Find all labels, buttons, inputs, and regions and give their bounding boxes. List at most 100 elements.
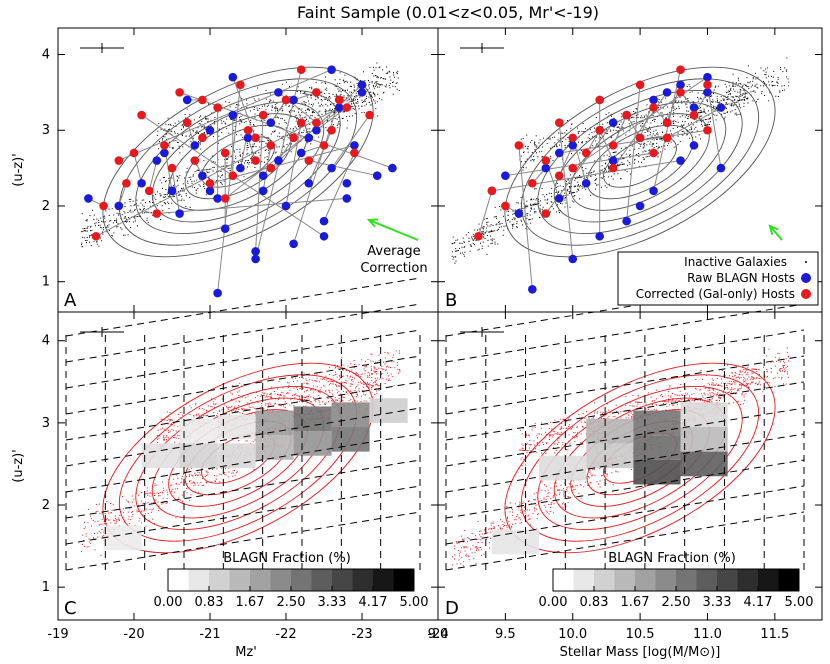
inactive-galaxy-dot [746,85,748,87]
inactive-galaxy-dot [454,250,456,252]
inactive-galaxy-dot [777,85,779,87]
inactive-galaxy-dot [307,108,308,110]
inactive-galaxy-dot [366,95,367,97]
inactive-galaxy-dot [626,171,628,173]
inactive-galaxy-dot [167,422,169,424]
inactive-galaxy-dot [567,145,569,147]
inactive-galaxy-dot [368,373,370,375]
inactive-galaxy-dot [330,110,332,111]
inactive-galaxy-dot [235,155,237,157]
inactive-galaxy-dot [165,203,166,205]
inactive-galaxy-dot [124,216,126,217]
inactive-galaxy-dot [662,115,664,117]
inactive-galaxy-dot [322,105,324,107]
inactive-galaxy-dot [141,210,143,212]
inactive-galaxy-dot [384,85,386,87]
inactive-galaxy-dot [673,120,675,122]
inactive-galaxy-dot [81,534,83,536]
inactive-galaxy-dot [295,127,297,129]
inactive-galaxy-dot [167,129,169,131]
inactive-galaxy-dot [368,384,369,386]
inactive-galaxy-dot [148,211,150,213]
inactive-galaxy-dot [170,419,172,421]
inactive-galaxy-dot [165,194,167,195]
inactive-galaxy-dot [367,359,369,361]
inactive-galaxy-dot [673,122,674,124]
inactive-galaxy-dot [388,375,390,377]
inactive-galaxy-dot [692,131,694,133]
inactive-galaxy-dot [114,515,116,517]
inactive-galaxy-dot [749,81,751,83]
inactive-galaxy-dot [539,139,541,141]
inactive-galaxy-dot [765,77,767,79]
inactive-galaxy-dot [237,104,239,106]
inactive-galaxy-dot [499,526,501,528]
inactive-galaxy-dot [339,378,341,380]
inactive-galaxy-dot [314,389,316,391]
inactive-galaxy-dot [349,85,351,87]
inactive-galaxy-dot [555,186,557,188]
inactive-galaxy-dot [343,110,345,112]
inactive-galaxy-dot [593,170,595,172]
inactive-galaxy-dot [477,520,479,522]
inactive-galaxy-dot [707,123,709,125]
inactive-galaxy-dot [541,188,543,189]
inactive-galaxy-dot [172,196,174,197]
inactive-galaxy-dot [507,518,508,520]
inactive-galaxy-dot [81,242,83,244]
inactive-galaxy-dot [739,83,741,84]
inactive-galaxy-dot [604,130,606,132]
inactive-galaxy-dot [296,116,298,118]
inactive-galaxy-dot [178,177,180,179]
inactive-galaxy-dot [86,230,88,232]
inactive-galaxy-dot [300,92,302,94]
inactive-galaxy-dot [319,401,321,403]
inactive-galaxy-dot [633,121,635,123]
inactive-galaxy-dot [174,122,176,124]
inactive-galaxy-dot [246,149,248,151]
inactive-galaxy-dot [747,372,749,374]
inactive-galaxy-dot [564,145,566,146]
inactive-galaxy-dot [386,378,388,380]
inactive-galaxy-dot [172,148,174,149]
inactive-galaxy-dot [282,392,284,394]
inactive-galaxy-dot [335,384,337,385]
inactive-galaxy-dot [734,109,736,111]
inactive-galaxy-dot [101,518,103,520]
inactive-galaxy-dot [646,129,648,131]
inactive-galaxy-dot [529,210,531,212]
inactive-galaxy-dot [736,96,738,98]
inactive-galaxy-dot [343,396,345,398]
inactive-galaxy-dot [342,80,344,82]
inactive-galaxy-dot [160,428,162,430]
inactive-galaxy-dot [534,145,536,147]
inactive-galaxy-dot [548,192,550,194]
inactive-galaxy-dot [703,392,705,394]
inactive-galaxy-dot [310,97,312,99]
inactive-galaxy-dot [270,396,272,398]
inactive-galaxy-dot [213,136,214,138]
inactive-galaxy-dot [747,374,749,376]
inactive-galaxy-dot [677,135,679,137]
inactive-galaxy-dot [182,475,184,477]
inactive-galaxy-dot [127,220,129,222]
inactive-galaxy-dot [315,81,317,83]
inactive-galaxy-dot [686,110,688,112]
inactive-galaxy-dot [604,470,606,472]
inactive-galaxy-dot [265,404,267,406]
inactive-galaxy-dot [528,514,530,516]
inactive-galaxy-dot [275,116,277,118]
inactive-galaxy-dot [284,406,286,408]
inactive-galaxy-dot [231,405,233,407]
inactive-galaxy-dot [182,187,184,189]
inactive-galaxy-dot [214,399,216,401]
inactive-galaxy-dot [238,395,240,396]
inactive-galaxy-dot [738,103,740,105]
inactive-galaxy-dot [534,144,536,145]
inactive-galaxy-dot [138,511,139,513]
inactive-galaxy-dot [567,486,569,488]
inactive-galaxy-dot [545,453,547,455]
inactive-galaxy-dot [293,381,294,383]
inactive-galaxy-dot [716,114,718,116]
inactive-galaxy-dot [219,473,221,475]
